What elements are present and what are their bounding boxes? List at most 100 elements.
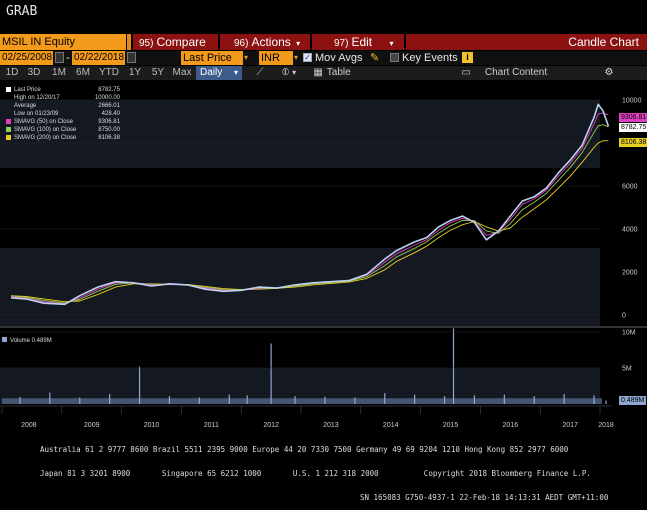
start-date-input[interactable]: 02/25/2008 xyxy=(0,51,53,65)
volume-band xyxy=(0,368,600,404)
legend-label: Average xyxy=(14,103,37,109)
date-toolbar xyxy=(0,51,647,65)
volume-bar xyxy=(563,393,565,404)
volume-swatch xyxy=(2,337,7,342)
volume-bar xyxy=(384,393,386,404)
table-icon: ▦ xyxy=(313,67,323,78)
period-1y[interactable]: 1Y xyxy=(128,67,142,78)
legend-value: 8106.38 xyxy=(98,135,120,141)
volume-legend-label: Volume 0.489M xyxy=(10,338,52,344)
currency-dropdown-icon[interactable]: ▾ xyxy=(294,53,299,62)
currency-select-value: INR xyxy=(261,52,280,64)
period-1m[interactable]: 1M xyxy=(52,67,66,78)
x-tick-label: 2009 xyxy=(84,422,100,429)
legend-label: Last Price xyxy=(14,87,41,93)
volume-tick-label: 5M xyxy=(622,366,632,373)
price-tick-label: 4000 xyxy=(622,227,638,234)
volume-bar xyxy=(605,400,607,404)
edit-hotkey: 97) xyxy=(334,38,349,49)
indicator-icon: ⦶ xyxy=(281,67,290,78)
period-6m[interactable]: 6M xyxy=(76,67,90,78)
x-tick-label: 2017 xyxy=(562,422,578,429)
key-events-checkbox[interactable] xyxy=(390,53,399,62)
panel-divider xyxy=(0,326,647,328)
table-button[interactable]: ▦ Table xyxy=(308,66,356,80)
volume-bar xyxy=(246,395,248,404)
volume-tag: 0.489M xyxy=(619,396,647,405)
price-band-lower xyxy=(0,248,600,328)
actions-button[interactable]: 96) Actions ▾ xyxy=(220,34,310,50)
sma200-tag: 8106.38 xyxy=(619,138,647,147)
period-1d[interactable]: 1D xyxy=(5,67,19,78)
compare-hotkey: 95) xyxy=(139,38,154,49)
legend-value: 428.40 xyxy=(101,111,120,117)
period-toolbar xyxy=(0,66,647,80)
end-date-input[interactable]: 02/22/2018 xyxy=(72,51,125,65)
legend-swatch xyxy=(6,103,11,108)
volume-bar xyxy=(138,366,141,404)
volume-bar xyxy=(593,395,595,404)
frequency-dropdown-icon: ▾ xyxy=(233,68,238,77)
volume-bar xyxy=(49,392,51,404)
legend-row: SMAVG (200) on Close 8106.38 xyxy=(6,134,120,142)
legend-label: SMAVG (100) on Close xyxy=(14,127,77,133)
footer-session: SN 165083 G750-4937-1 22-Feb-18 14:13:31… xyxy=(360,493,609,502)
legend-row: SMAVG (50) on Close 9306.81 xyxy=(6,118,120,126)
x-tick-label: 2014 xyxy=(383,422,399,429)
chart-legend: Last Price 8782.75 High on 12/20/17 10000.0… xyxy=(6,86,120,142)
frequency-value: Daily xyxy=(200,67,223,78)
info-icon[interactable]: i xyxy=(462,52,473,63)
x-tick-label: 2010 xyxy=(144,422,160,429)
legend-value: 9306.81 xyxy=(98,119,120,125)
x-tick-label: 2018 xyxy=(598,422,614,429)
ticker-field[interactable]: MSIL IN Equity xyxy=(0,34,126,50)
x-tick-label: 2013 xyxy=(323,422,339,429)
key-events-label: Key Events xyxy=(402,52,458,64)
last-price-tag: 8782.75 xyxy=(619,123,647,132)
volume-grid: 5M 10M xyxy=(0,330,636,373)
indicator-dropdown-icon: ▾ xyxy=(292,68,297,77)
compare-label: Compare xyxy=(156,35,206,49)
volume-tick-label: 10M xyxy=(622,330,636,337)
field-dropdown-icon[interactable]: ▾ xyxy=(244,53,249,62)
frequency-select[interactable]: Daily ▾ xyxy=(196,66,242,80)
period-5y[interactable]: 5Y xyxy=(151,67,165,78)
field-select[interactable]: Last Price xyxy=(181,51,243,65)
currency-select[interactable]: INR xyxy=(259,51,293,65)
edit-button[interactable]: 97) Edit ▾ xyxy=(312,34,404,50)
mov-avgs-checkbox[interactable]: ✓ xyxy=(303,53,312,62)
period-3d[interactable]: 3D xyxy=(27,67,41,78)
checkmark-icon: ✓ xyxy=(304,53,311,62)
actions-label: Actions xyxy=(251,35,291,49)
indicator-select[interactable]: ⦶ ▾ xyxy=(275,66,303,80)
legend-row: Last Price 8782.75 xyxy=(6,86,120,94)
volume-bar xyxy=(324,396,326,404)
gear-icon[interactable]: ⚙ xyxy=(604,67,614,78)
layout-icon[interactable]: ▭ xyxy=(461,67,471,78)
volume-base-band xyxy=(2,398,602,404)
edit-pencil-icon[interactable]: ✎ xyxy=(370,52,380,64)
actions-dropdown-icon: ▾ xyxy=(296,39,301,48)
price-tick-label: 0 xyxy=(622,313,626,320)
chart-content-button[interactable]: Chart Content xyxy=(484,67,548,78)
compare-button[interactable]: 95) Compare xyxy=(133,34,218,50)
volume-bar xyxy=(354,397,356,404)
table-label: Table xyxy=(326,67,351,78)
footer-contacts-2: Japan 81 3 3201 8900 Singapore 65 6212 1… xyxy=(40,469,591,478)
actions-hotkey: 96) xyxy=(234,38,249,49)
series-line-last-price xyxy=(10,103,610,306)
field-select-value: Last Price xyxy=(183,52,232,64)
volume-bar xyxy=(443,396,446,404)
line-chart-icon[interactable]: ⟋ xyxy=(256,67,264,78)
volume-bar xyxy=(109,393,111,404)
period-max[interactable]: Max xyxy=(172,67,192,78)
ticker-divider xyxy=(127,34,131,50)
edit-dropdown-icon: ▾ xyxy=(389,39,394,48)
start-calendar-icon[interactable] xyxy=(55,52,64,63)
price-series xyxy=(10,103,610,306)
period-ytd[interactable]: YTD xyxy=(99,67,119,78)
price-band-upper xyxy=(0,100,600,168)
end-calendar-icon[interactable] xyxy=(127,52,136,63)
legend-row: High on 12/20/17 10000.00 xyxy=(6,94,120,102)
legend-swatch xyxy=(6,86,11,92)
